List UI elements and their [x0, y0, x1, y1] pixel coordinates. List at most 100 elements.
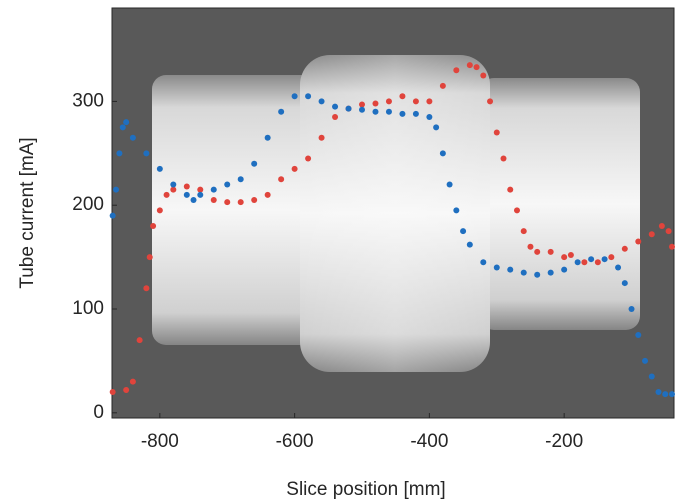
- data-point: [433, 124, 440, 131]
- data-point: [534, 248, 541, 255]
- background-image: [112, 8, 674, 418]
- data-point: [109, 389, 116, 396]
- data-point: [197, 191, 204, 198]
- data-point: [109, 212, 116, 219]
- data-point: [332, 113, 339, 120]
- data-point: [594, 259, 601, 266]
- data-point: [156, 165, 163, 172]
- data-point: [372, 100, 379, 107]
- data-point: [655, 389, 662, 396]
- data-point: [113, 186, 120, 193]
- data-point: [224, 181, 231, 188]
- data-point: [385, 98, 392, 105]
- y-axis-label: Tube current [mA]: [17, 137, 38, 288]
- y-tick-label: 300: [72, 90, 104, 111]
- data-point: [439, 150, 446, 157]
- data-point: [561, 254, 568, 261]
- data-point: [305, 155, 312, 162]
- data-point: [621, 245, 628, 252]
- data-point: [210, 186, 217, 193]
- data-point: [567, 252, 574, 259]
- data-point: [412, 98, 419, 105]
- x-axis-label: Slice position [mm]: [286, 479, 445, 500]
- data-point: [156, 207, 163, 214]
- data-point: [493, 129, 500, 136]
- data-point: [359, 101, 366, 108]
- data-point: [210, 197, 217, 204]
- data-point: [197, 186, 204, 193]
- data-point: [493, 264, 500, 271]
- data-point: [500, 155, 507, 162]
- data-point: [412, 110, 419, 117]
- data-point: [150, 222, 157, 229]
- data-point: [251, 160, 258, 167]
- x-tick-label: -800: [141, 431, 179, 452]
- data-point: [466, 241, 473, 248]
- data-point: [466, 62, 473, 69]
- data-point: [507, 186, 514, 193]
- data-point: [183, 183, 190, 190]
- data-point: [170, 181, 177, 188]
- data-point: [460, 228, 467, 235]
- data-point: [332, 103, 339, 110]
- data-point: [143, 150, 150, 157]
- x-tick-label: -600: [276, 431, 314, 452]
- data-point: [628, 306, 635, 313]
- data-point: [453, 67, 460, 74]
- x-tick-label: -400: [410, 431, 448, 452]
- data-point: [453, 207, 460, 214]
- data-point: [642, 357, 649, 364]
- data-point: [668, 243, 675, 250]
- data-point: [668, 391, 675, 398]
- data-point: [237, 199, 244, 206]
- data-point: [520, 269, 527, 276]
- data-point: [385, 108, 392, 115]
- data-point: [123, 119, 130, 126]
- data-point: [123, 386, 130, 393]
- data-point: [601, 256, 608, 263]
- data-point: [129, 134, 136, 141]
- data-point: [426, 98, 433, 105]
- data-point: [608, 254, 615, 261]
- data-point: [480, 72, 487, 79]
- data-point: [426, 113, 433, 120]
- data-point: [547, 248, 554, 255]
- data-point: [480, 259, 487, 266]
- data-point: [116, 150, 123, 157]
- data-point: [359, 106, 366, 113]
- data-point: [190, 197, 197, 204]
- data-point: [513, 207, 520, 214]
- data-point: [183, 191, 190, 198]
- data-point: [662, 391, 669, 398]
- data-point: [305, 93, 312, 100]
- data-point: [146, 254, 153, 261]
- data-point: [129, 378, 136, 385]
- data-point: [581, 259, 588, 266]
- data-point: [574, 259, 581, 266]
- x-tick-label: -200: [545, 431, 583, 452]
- data-point: [345, 105, 352, 112]
- data-point: [318, 98, 325, 105]
- data-point: [561, 266, 568, 273]
- data-point: [507, 266, 514, 273]
- data-point: [264, 134, 271, 141]
- data-point: [318, 134, 325, 141]
- data-point: [143, 285, 150, 292]
- data-point: [665, 228, 672, 235]
- data-point: [237, 176, 244, 183]
- data-point: [588, 256, 595, 263]
- data-point: [621, 280, 628, 287]
- data-point: [278, 176, 285, 183]
- data-point: [487, 98, 494, 105]
- y-tick-label: 100: [72, 298, 104, 319]
- data-point: [399, 93, 406, 100]
- data-point: [264, 191, 271, 198]
- data-point: [170, 186, 177, 193]
- data-point: [278, 108, 285, 115]
- data-point: [372, 108, 379, 115]
- data-point: [648, 373, 655, 380]
- data-point: [119, 124, 126, 131]
- data-point: [635, 238, 642, 245]
